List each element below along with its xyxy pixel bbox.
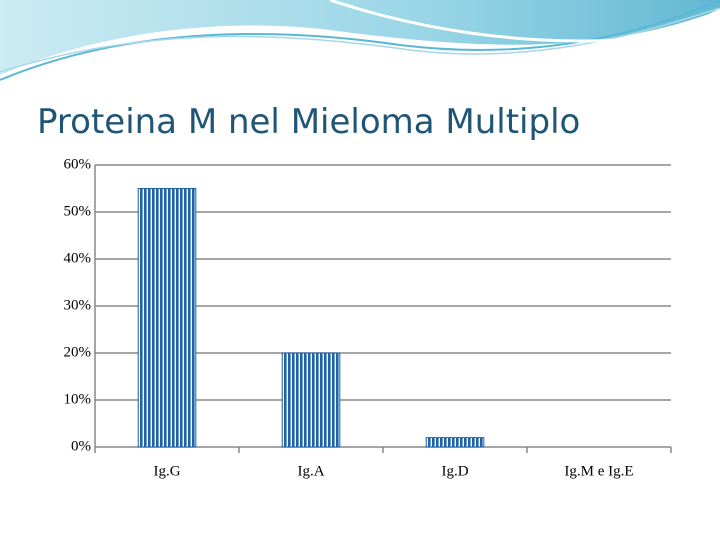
x-tick-label: Ig.D: [441, 463, 468, 479]
bar: [425, 437, 485, 448]
plot-area: 0% 10% 20% 30% 40% 50% 60% Ig.G Ig.A Ig.D Ig.M e I…: [64, 156, 672, 479]
chart-title: Proteina M nel Mieloma Multiplo: [37, 102, 580, 142]
y-tick-label: 20%: [64, 344, 92, 360]
bar: [137, 188, 197, 448]
y-tick-label: 50%: [64, 203, 92, 219]
x-tick-label: Ig.G: [153, 463, 180, 479]
y-tick-label: 30%: [64, 297, 92, 313]
x-tick-label: Ig.A: [297, 463, 324, 479]
y-tick-label: 40%: [64, 250, 92, 266]
x-tick-label: Ig.M e Ig.E: [564, 463, 633, 479]
y-tick-label: 10%: [64, 391, 92, 407]
y-tick-label: 60%: [64, 156, 92, 172]
bar: [281, 352, 341, 448]
y-tick-label: 0%: [71, 438, 91, 454]
header-decoration: [0, 0, 720, 81]
